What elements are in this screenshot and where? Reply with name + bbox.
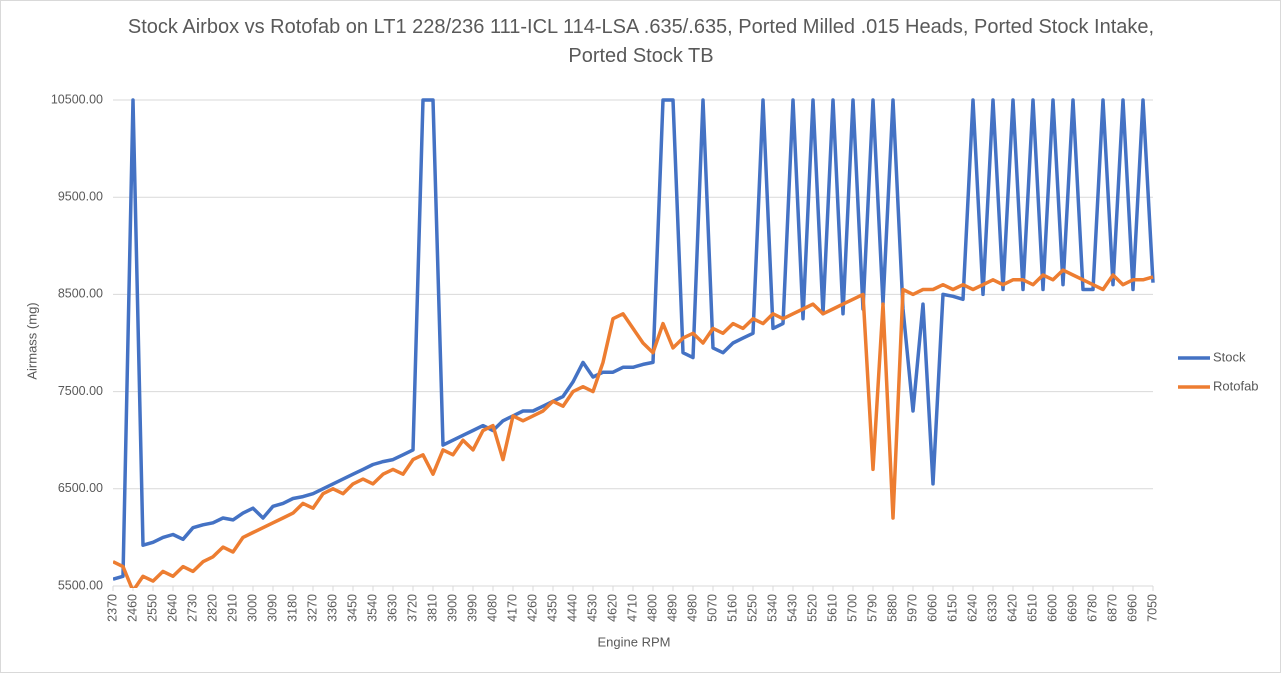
x-tick-label: 3000 xyxy=(245,594,259,622)
x-tick-label: 3810 xyxy=(425,594,439,622)
y-tick-label: 9500.00 xyxy=(58,189,103,203)
x-tick-label: 5070 xyxy=(705,594,719,622)
x-tick-label: 6780 xyxy=(1085,594,1099,622)
x-tick-label: 3270 xyxy=(305,594,319,622)
legend-label: Stock xyxy=(1213,349,1246,364)
x-tick-label: 3450 xyxy=(345,594,359,622)
x-tick-label: 6510 xyxy=(1025,594,1039,622)
x-tick-label: 6060 xyxy=(925,594,939,622)
x-tick-label: 2460 xyxy=(125,594,139,622)
x-tick-label: 6150 xyxy=(945,594,959,622)
series-line xyxy=(113,98,1155,581)
x-tick-label: 4890 xyxy=(665,594,679,622)
x-tick-label: 3360 xyxy=(325,594,339,622)
x-tick-label: 3540 xyxy=(365,594,379,622)
x-tick-label: 4710 xyxy=(625,594,639,622)
x-tick-label: 6600 xyxy=(1045,594,1059,622)
x-tick-label: 5520 xyxy=(805,594,819,622)
y-axis-title: Airmass (mg) xyxy=(24,302,39,379)
x-tick-label: 3990 xyxy=(465,594,479,622)
x-tick-label: 6330 xyxy=(985,594,999,622)
x-tick-label: 5250 xyxy=(745,594,759,622)
x-tick-label: 3720 xyxy=(405,594,419,622)
x-tick-label: 4440 xyxy=(565,594,579,622)
x-tick-label: 5610 xyxy=(825,594,839,622)
x-axis-title: Engine RPM xyxy=(598,634,671,649)
x-tick-label: 4800 xyxy=(645,594,659,622)
x-tick-label: 2640 xyxy=(165,594,179,622)
x-tick-label: 6420 xyxy=(1005,594,1019,622)
x-tick-label: 4620 xyxy=(605,594,619,622)
legend-label: Rotofab xyxy=(1213,378,1259,393)
x-tick-label: 6240 xyxy=(965,594,979,622)
x-tick-label: 2370 xyxy=(105,594,119,622)
x-tick-label: 5970 xyxy=(905,594,919,622)
x-tick-label: 5160 xyxy=(725,594,739,622)
x-tick-label: 2550 xyxy=(145,594,159,622)
x-tick-label: 5790 xyxy=(865,594,879,622)
x-tick-label: 6870 xyxy=(1105,594,1119,622)
x-tick-label: 2820 xyxy=(205,594,219,622)
y-tick-label: 7500.00 xyxy=(58,384,103,398)
x-tick-label: 2910 xyxy=(225,594,239,622)
chart-title: Stock Airbox vs Rotofab on LT1 228/236 1… xyxy=(127,16,1155,67)
x-tick-label: 4350 xyxy=(545,594,559,622)
series-line xyxy=(113,268,1154,588)
x-tick-label: 5700 xyxy=(845,594,859,622)
x-tick-label: 5340 xyxy=(765,594,779,622)
y-tick-label: 10500.00 xyxy=(51,92,103,106)
x-tick-label: 3900 xyxy=(445,594,459,622)
x-tick-label: 6960 xyxy=(1125,594,1139,622)
x-tick-label: 4980 xyxy=(685,594,699,622)
plot-area xyxy=(113,98,1155,588)
x-tick-label: 2730 xyxy=(185,594,199,622)
x-tick-label: 5430 xyxy=(785,594,799,622)
x-tick-label: 4080 xyxy=(485,594,499,622)
y-tick-label: 6500.00 xyxy=(58,481,103,495)
x-tick-label: 4170 xyxy=(505,594,519,622)
y-tick-label: 5500.00 xyxy=(58,578,103,592)
x-tick-label: 3630 xyxy=(385,594,399,622)
x-tick-label: 4530 xyxy=(585,594,599,622)
y-tick-label: 8500.00 xyxy=(58,287,103,301)
x-tick-label: 3180 xyxy=(285,594,299,622)
x-tick-label: 4260 xyxy=(525,594,539,622)
x-tick-label: 7050 xyxy=(1145,594,1159,622)
x-tick-label: 5880 xyxy=(885,594,899,622)
x-tick-label: 6690 xyxy=(1065,594,1079,622)
x-tick-label: 3090 xyxy=(265,594,279,622)
